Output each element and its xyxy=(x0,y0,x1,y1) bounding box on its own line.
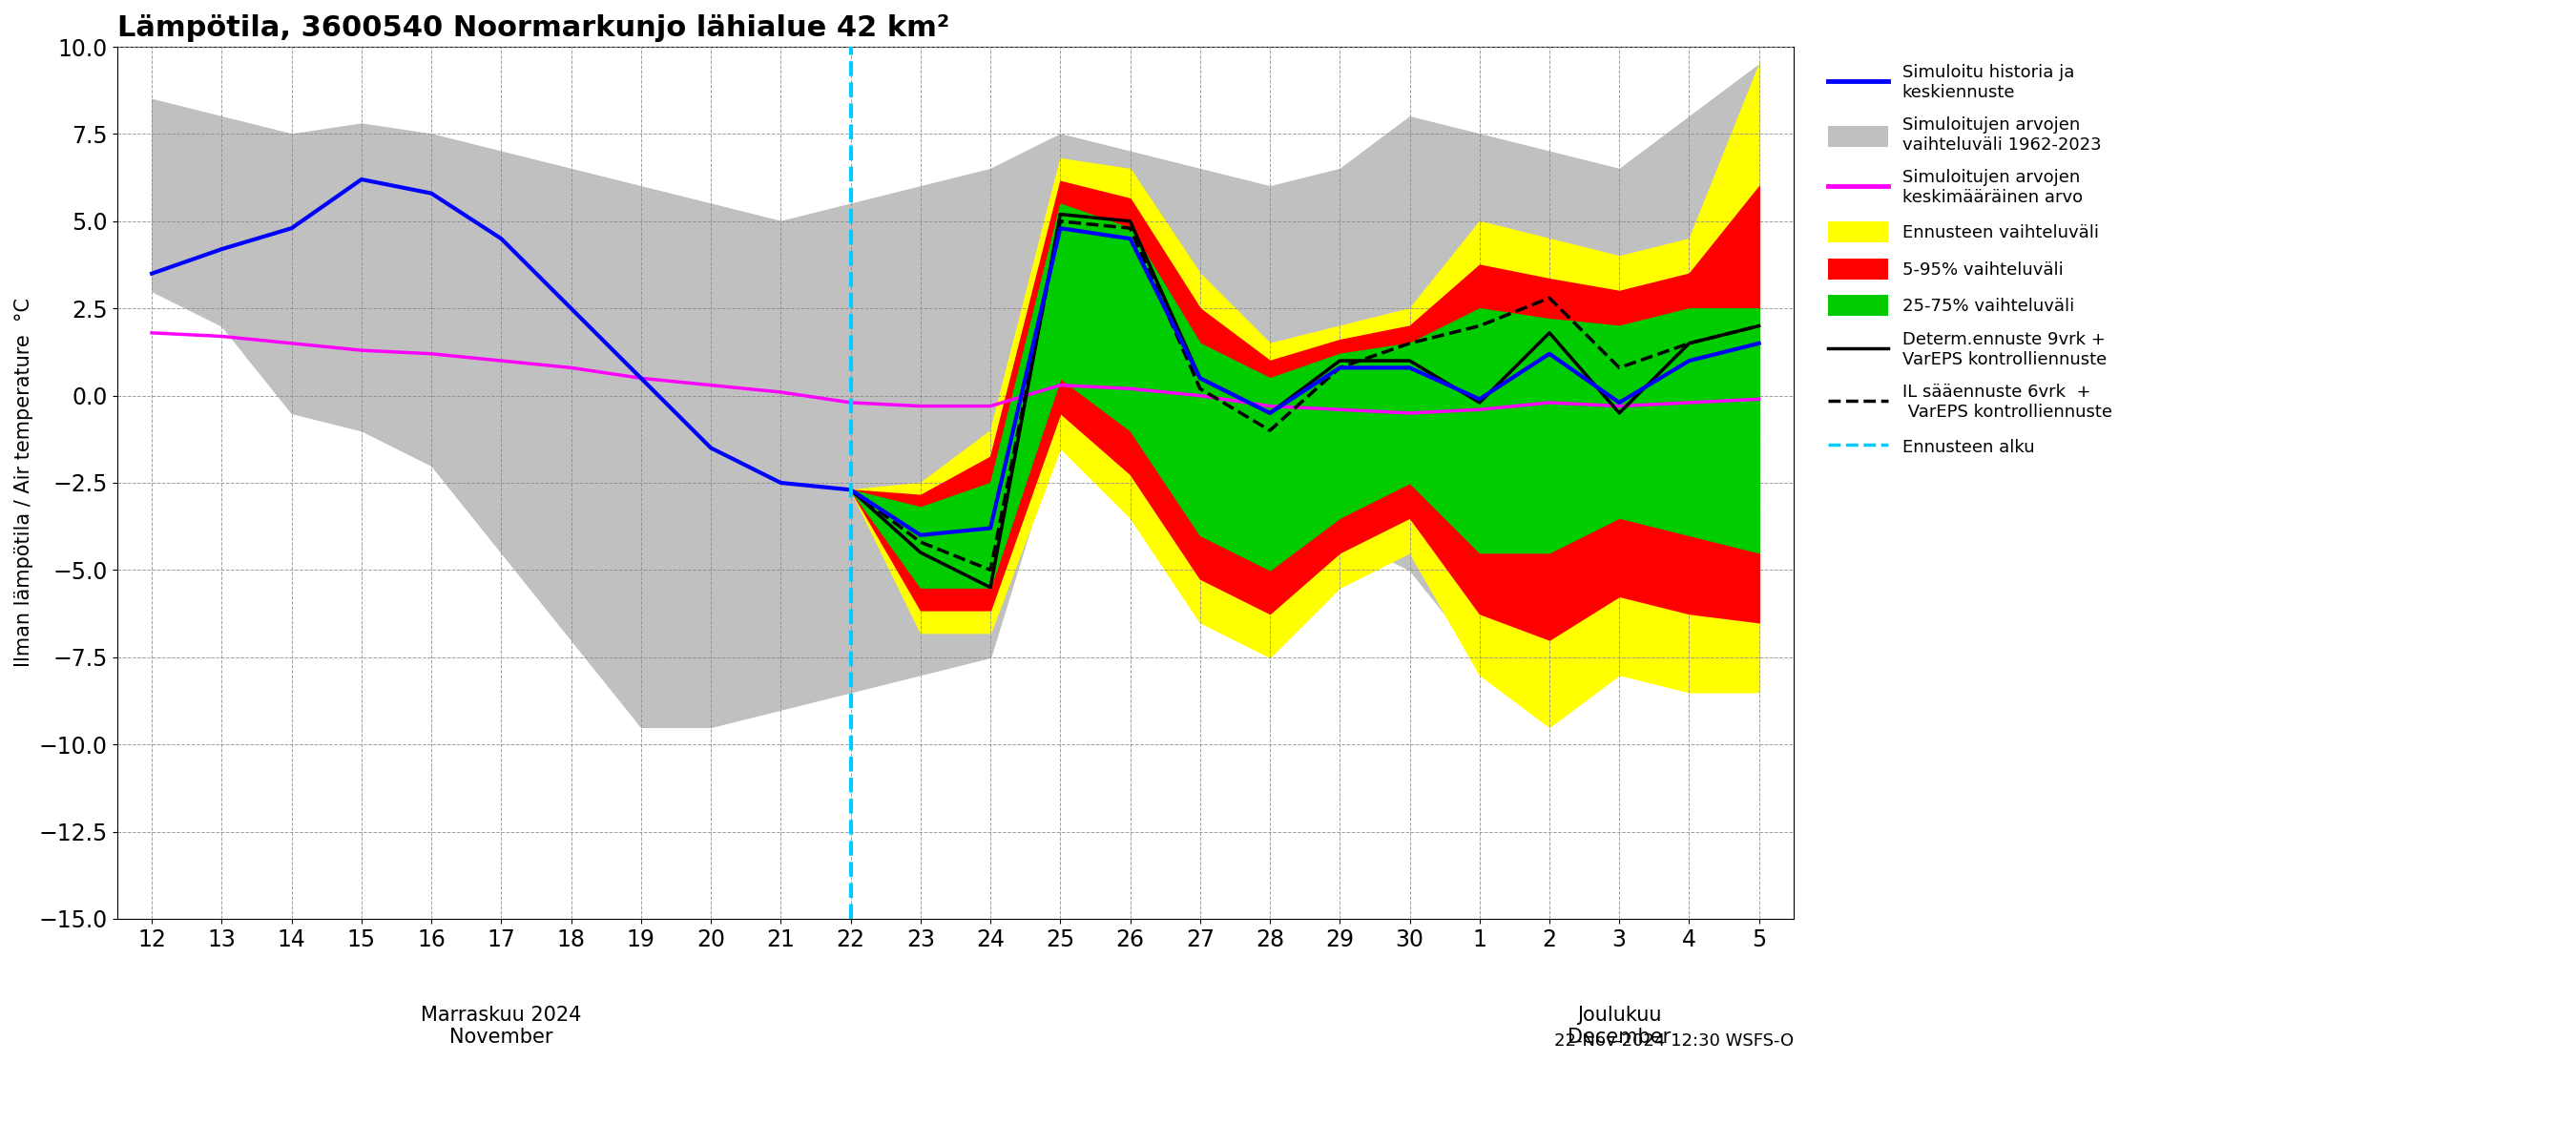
Text: Lämpötila, 3600540 Noormarkunjo lähialue 42 km²: Lämpötila, 3600540 Noormarkunjo lähialue… xyxy=(116,14,948,42)
Text: Marraskuu 2024
November: Marraskuu 2024 November xyxy=(420,1006,582,1048)
Text: Joulukuu
December: Joulukuu December xyxy=(1569,1006,1672,1048)
Legend: Simuloitu historia ja
keskiennuste, Simuloitujen arvojen
vaihteluväli 1962-2023,: Simuloitu historia ja keskiennuste, Simu… xyxy=(1819,55,2120,466)
Text: 22-Nov-2024 12:30 WSFS-O: 22-Nov-2024 12:30 WSFS-O xyxy=(1553,1032,1793,1049)
Y-axis label: Ilman lämpötila / Air temperature  °C: Ilman lämpötila / Air temperature °C xyxy=(15,298,33,668)
